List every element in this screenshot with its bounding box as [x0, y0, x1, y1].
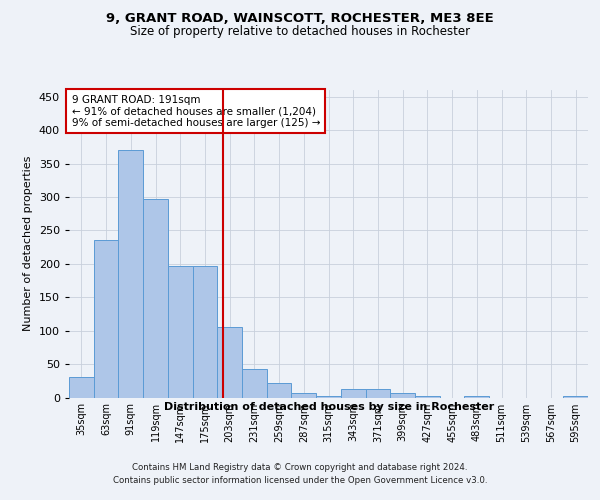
Bar: [341, 390, 365, 398]
Bar: [217, 328, 242, 398]
Bar: [168, 266, 193, 398]
Bar: [69, 378, 94, 398]
Bar: [193, 266, 217, 398]
Bar: [292, 393, 316, 398]
Bar: [415, 396, 440, 398]
Bar: [118, 150, 143, 398]
Bar: [267, 383, 292, 398]
Text: Size of property relative to detached houses in Rochester: Size of property relative to detached ho…: [130, 25, 470, 38]
Bar: [390, 393, 415, 398]
Text: Contains public sector information licensed under the Open Government Licence v3: Contains public sector information licen…: [113, 476, 487, 485]
Bar: [316, 396, 341, 398]
Text: 9 GRANT ROAD: 191sqm
← 91% of detached houses are smaller (1,204)
9% of semi-det: 9 GRANT ROAD: 191sqm ← 91% of detached h…: [71, 94, 320, 128]
Y-axis label: Number of detached properties: Number of detached properties: [23, 156, 33, 332]
Bar: [143, 199, 168, 398]
Text: Distribution of detached houses by size in Rochester: Distribution of detached houses by size …: [164, 402, 494, 412]
Bar: [563, 396, 588, 398]
Text: 9, GRANT ROAD, WAINSCOTT, ROCHESTER, ME3 8EE: 9, GRANT ROAD, WAINSCOTT, ROCHESTER, ME3…: [106, 12, 494, 26]
Bar: [365, 390, 390, 398]
Text: Contains HM Land Registry data © Crown copyright and database right 2024.: Contains HM Land Registry data © Crown c…: [132, 462, 468, 471]
Bar: [242, 370, 267, 398]
Bar: [94, 240, 118, 398]
Bar: [464, 396, 489, 398]
